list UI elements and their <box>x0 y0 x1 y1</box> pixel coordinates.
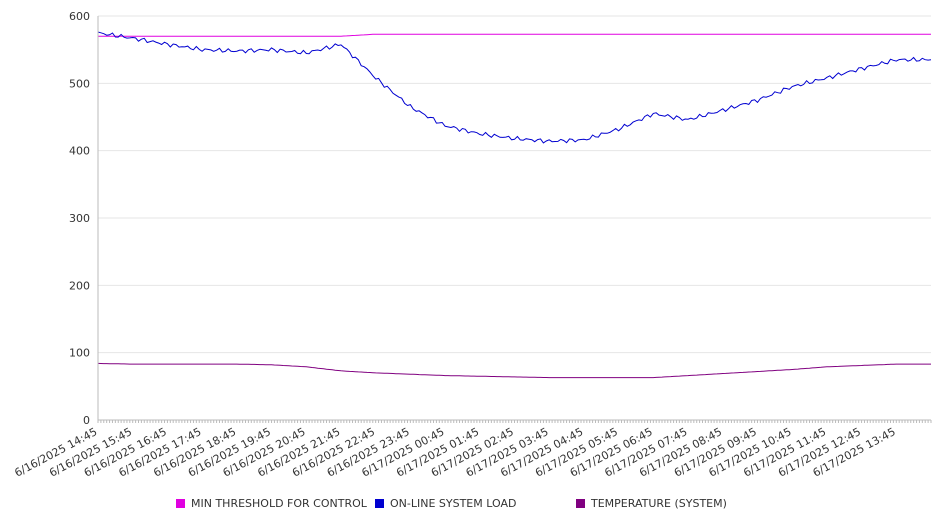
legend-swatch <box>375 499 384 508</box>
series-lines <box>97 31 932 379</box>
y-tick-label: 600 <box>69 10 90 23</box>
y-tick-label: 100 <box>69 347 90 360</box>
legend-swatch <box>576 499 585 508</box>
y-tick-label: 300 <box>69 212 90 225</box>
legend-item[interactable]: TEMPERATURE (SYSTEM) <box>576 497 727 510</box>
axes <box>97 16 932 423</box>
y-tick-label: 500 <box>69 77 90 90</box>
y-tick-label: 400 <box>69 145 90 158</box>
series-line-1 <box>97 31 932 144</box>
y-tick-label: 0 <box>83 414 90 427</box>
series-line-0 <box>98 33 931 37</box>
legend-label: ON-LINE SYSTEM LOAD <box>390 497 517 510</box>
gridlines <box>98 15 931 354</box>
series-line-2 <box>97 362 931 379</box>
legend-label: MIN THRESHOLD FOR CONTROL <box>191 497 367 510</box>
legend-item[interactable]: MIN THRESHOLD FOR CONTROL <box>176 497 367 510</box>
legend-label: TEMPERATURE (SYSTEM) <box>591 497 727 510</box>
y-tick-label: 200 <box>69 279 90 292</box>
legend-swatch <box>176 499 185 508</box>
legend: MIN THRESHOLD FOR CONTROL ON-LINE SYSTEM … <box>0 497 946 515</box>
legend-item[interactable]: ON-LINE SYSTEM LOAD <box>375 497 516 510</box>
